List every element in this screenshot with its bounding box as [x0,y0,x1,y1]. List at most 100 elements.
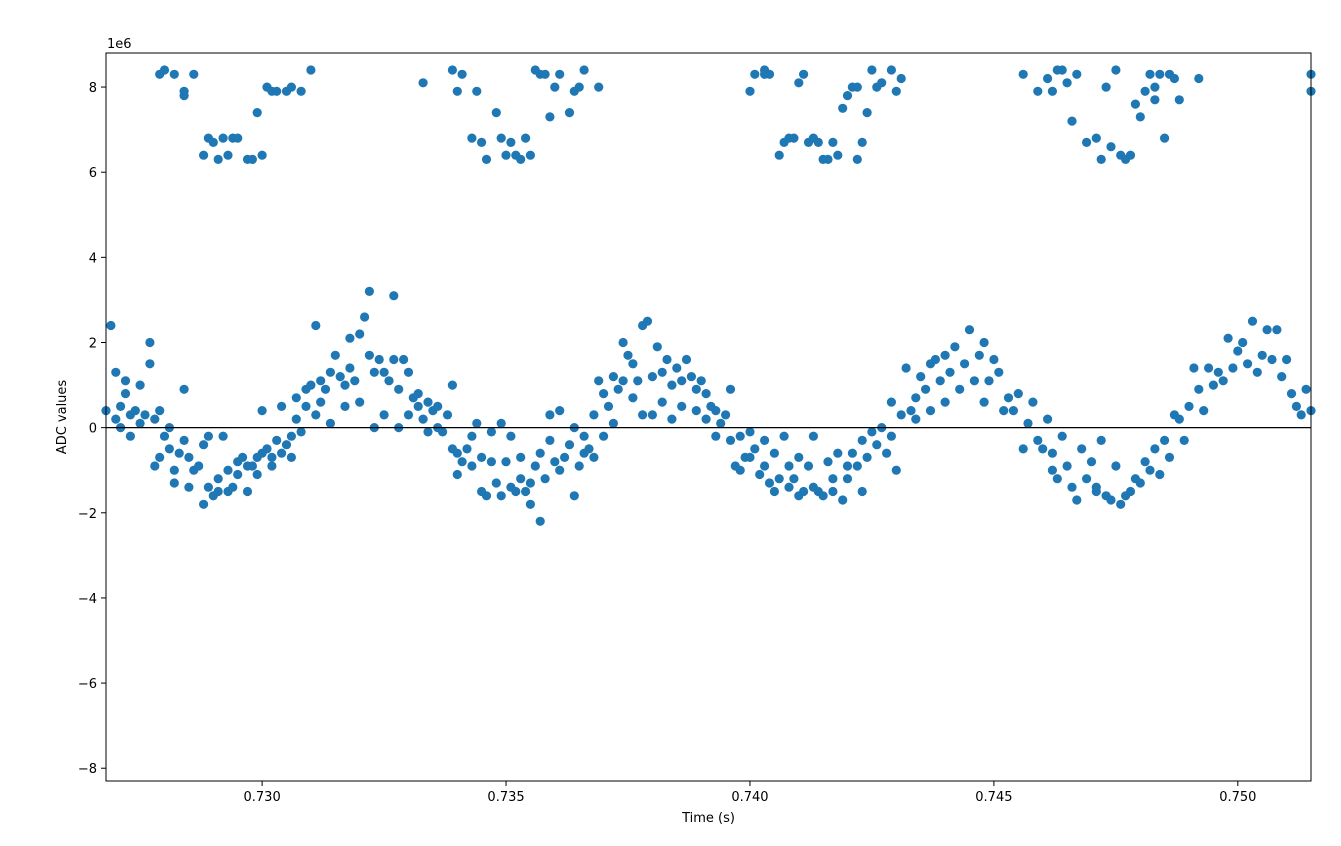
data-point [169,69,179,79]
data-point [857,137,867,147]
data-point [882,448,892,458]
data-point [530,461,540,471]
data-point [1018,444,1028,454]
data-point [608,418,619,428]
data-point [423,397,433,407]
y-tick-label: 2 [89,336,97,351]
data-point [1150,444,1160,454]
data-point [467,461,477,471]
data-point [545,112,555,122]
data-point [140,410,150,420]
data-point [213,154,223,164]
data-point [442,410,453,420]
data-point [516,452,526,462]
x-tick-label: 0.735 [487,790,524,805]
data-point [379,367,389,377]
data-point [989,354,999,365]
data-point [291,414,301,424]
x-axis-ticks: 0.730 0.735 0.740 0.745 0.750 [244,781,1256,805]
data-point [496,133,506,143]
data-point [457,457,467,467]
data-point [1208,380,1218,390]
data-point [364,350,374,360]
data-point [1116,499,1126,509]
data-point [1155,469,1165,480]
data-point [1243,359,1253,369]
data-point [930,354,941,365]
data-point [174,448,184,458]
data-point [847,448,858,458]
data-point [1111,461,1121,471]
data-point [555,69,565,79]
data-point [891,86,901,96]
data-point [296,86,306,96]
data-point [886,65,897,75]
data-point [686,372,697,382]
data-point [447,380,457,390]
data-point [784,461,794,471]
data-point [452,448,462,458]
data-point [320,384,331,394]
data-point [199,150,209,160]
data-point [852,154,862,164]
data-point [794,78,804,88]
data-point [633,376,643,386]
data-point [120,376,131,386]
data-point [228,482,238,492]
y-offset-label: 1e6 [107,37,132,52]
data-point [184,482,194,492]
x-tick-label: 0.745 [975,790,1012,805]
data-point [574,461,584,471]
data-point [164,444,174,454]
x-tick-label: 0.750 [1219,790,1256,805]
data-point [150,414,160,424]
data-point [579,431,589,441]
data-point [1252,367,1262,377]
data-point [1160,435,1170,445]
data-point [203,431,213,441]
data-point [199,440,209,450]
data-point [306,380,316,390]
data-point [935,376,945,386]
data-point [1145,69,1155,79]
data-point [1018,69,1028,79]
data-point [828,474,838,484]
data-point [1267,354,1277,365]
data-point [252,108,262,118]
data-point [901,363,911,373]
data-point [120,389,131,399]
data-point [594,376,604,386]
data-point [599,431,609,441]
data-point [638,410,648,420]
data-point [501,457,511,467]
data-point [789,474,799,484]
data-point [613,384,623,394]
data-point [130,406,140,416]
y-axis-label: ADC values [55,380,70,455]
data-point [486,427,496,437]
data-point [506,431,516,441]
data-point [818,491,828,501]
data-point [877,78,887,88]
data-point [1130,99,1140,109]
data-point [316,397,326,407]
data-point [452,469,462,480]
data-point [769,486,780,497]
data-point [1086,457,1097,467]
data-point [852,82,862,92]
data-point [1038,444,1048,454]
data-point [491,108,501,118]
data-point [496,491,506,501]
data-point [701,414,711,424]
data-point [413,389,423,399]
data-point [535,448,545,458]
data-point [1125,150,1136,160]
data-point [213,486,223,497]
data-points [101,65,1316,526]
x-axis-label: Time (s) [681,811,735,826]
data-point [106,320,116,331]
data-point [1174,95,1184,105]
data-point [145,337,155,348]
data-point [1150,82,1160,92]
data-point [1213,367,1223,377]
